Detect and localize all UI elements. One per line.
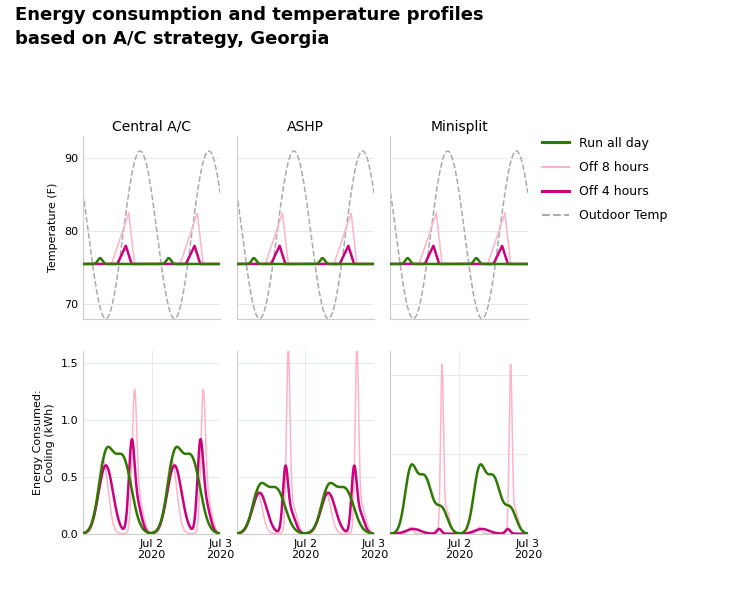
Title: ASHP: ASHP bbox=[287, 120, 324, 134]
Title: Central A/C: Central A/C bbox=[112, 120, 191, 134]
Legend: Run all day, Off 8 hours, Off 4 hours, Outdoor Temp: Run all day, Off 8 hours, Off 4 hours, O… bbox=[541, 137, 667, 222]
Text: Energy consumption and temperature profiles
based on A/C strategy, Georgia: Energy consumption and temperature profi… bbox=[15, 6, 484, 48]
Y-axis label: Energy Consumed:
Cooling (kWh): Energy Consumed: Cooling (kWh) bbox=[33, 390, 55, 495]
Title: Minisplit: Minisplit bbox=[431, 120, 488, 134]
Y-axis label: Temperature (F): Temperature (F) bbox=[48, 183, 58, 272]
